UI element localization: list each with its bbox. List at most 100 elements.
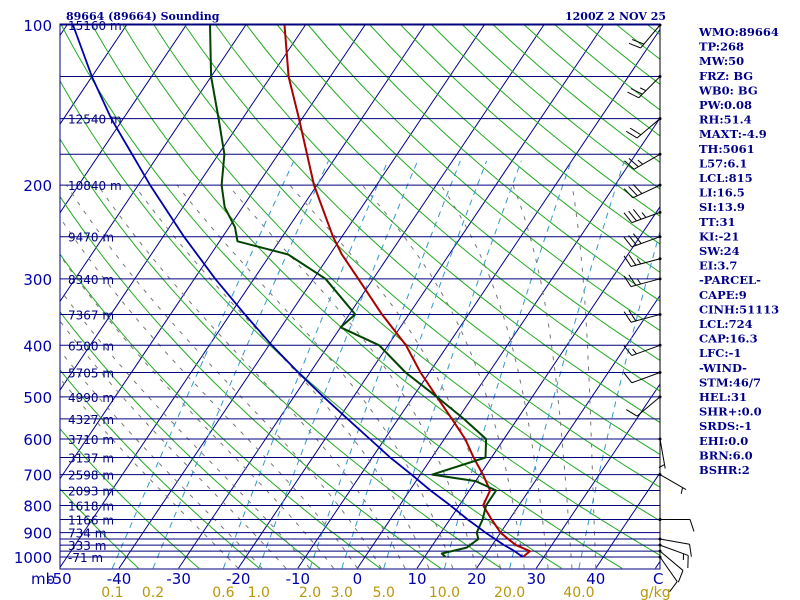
temperature-axis: -50 -40 -30 -20 -10 0 10 20 30 40	[47, 570, 605, 588]
wind-barb	[623, 233, 662, 248]
pressure-tick-label: 700	[23, 467, 52, 485]
height-label: 333 m	[68, 539, 106, 553]
index-entry: LI:16.5	[699, 186, 745, 200]
wind-barb	[624, 152, 662, 170]
height-label: 4990 m	[68, 391, 114, 405]
index-entry: MW:50	[699, 54, 744, 68]
height-label: 6500 m	[68, 339, 114, 353]
isotherm-line	[476, 294, 660, 569]
wind-barb	[658, 555, 678, 593]
wind-barb	[625, 395, 662, 417]
isotherm-line	[60, 24, 426, 569]
moist-adiabat-line	[60, 216, 358, 569]
mixing-ratio-tick-label: 3.0	[331, 585, 353, 600]
index-entry: -PARCEL-	[699, 273, 761, 287]
temperature-tick-label: -10	[286, 570, 311, 588]
height-label: 2598 m	[68, 469, 114, 483]
mixing-ratio-tick-label: 0.1	[101, 585, 123, 600]
index-entry: SI:13.9	[699, 200, 745, 214]
pressure-tick-label: 100	[23, 17, 52, 35]
pressure-tick-label: 800	[23, 497, 52, 515]
moist-adiabat-line	[571, 185, 597, 569]
wind-barb	[658, 543, 689, 569]
mixing-ratio-unit-label: g/kg	[640, 585, 671, 600]
index-entry: BRN:6.0	[699, 448, 753, 462]
wind-barb	[625, 117, 662, 139]
isobars-group	[60, 24, 660, 558]
mixing-ratio-line	[383, 160, 522, 569]
dewpoint-profile	[209, 24, 498, 558]
height-label: 1618 m	[68, 499, 114, 513]
pressure-tick-label: 400	[23, 337, 52, 355]
isotherm-line	[237, 24, 604, 569]
temperature-unit-label: C	[653, 570, 663, 588]
mixing-ratio-line	[444, 160, 572, 569]
mixing-ratio-tick-label: 2.0	[299, 585, 321, 600]
wind-barb	[627, 75, 662, 99]
height-label: 7367 m	[68, 308, 114, 322]
dry-adiabat-line	[122, 24, 660, 522]
height-label: 5705 m	[68, 367, 114, 381]
moist-adiabat-line	[66, 184, 382, 569]
index-entry: TP:268	[699, 40, 744, 54]
dry-adiabat-line	[60, 24, 623, 569]
dry-adiabat-line	[277, 24, 660, 362]
index-entry: CINH:51113	[699, 302, 779, 316]
temperature-tick-label: 30	[527, 570, 546, 588]
height-label: 15160 m	[68, 19, 122, 33]
wind-barb	[623, 274, 662, 288]
moist-adiabat-line	[289, 184, 501, 569]
moist-adiabat-line	[361, 184, 525, 569]
mixing-ratio-line	[578, 229, 660, 569]
sounding-time: 1200Z 2 NOV 25	[565, 10, 666, 23]
wind-barb	[623, 310, 662, 323]
index-entry: SW:24	[699, 244, 740, 258]
index-entry: CAPE:9	[699, 288, 747, 302]
height-label: 8340 m	[68, 273, 114, 287]
index-entry: HEL:31	[699, 390, 747, 404]
wind-barb	[658, 437, 666, 469]
moist-adiabat-line	[227, 184, 478, 569]
dry-adiabat-line	[60, 310, 321, 569]
wind-barb	[623, 343, 662, 357]
sounding-title: 89664 (89664) Sounding	[66, 10, 220, 23]
mixing-ratio-line	[509, 160, 625, 569]
isotherm-line	[60, 24, 247, 303]
mixing-ratio-line	[258, 160, 419, 569]
temperature-tick-label: 0	[353, 570, 363, 588]
mixing-ratio-tick-label: 10.0	[429, 585, 460, 600]
temperature-tick-label: 40	[586, 570, 605, 588]
wind-barb	[658, 549, 684, 583]
isotherm-line	[357, 117, 660, 569]
isotherm-line	[60, 24, 187, 214]
isotherm-line	[178, 24, 545, 569]
index-entry: LFC:-1	[699, 346, 741, 360]
mixing-ratio-line	[341, 160, 488, 569]
index-entry: TH:5061	[699, 142, 755, 156]
index-entry: TT:31	[699, 215, 736, 229]
wind-barb	[658, 517, 695, 532]
moist-adiabat-line	[60, 377, 239, 569]
pressure-tick-label: 900	[23, 525, 52, 543]
height-label: 2093 m	[68, 485, 114, 499]
dry-adiabat-line	[60, 138, 502, 569]
height-label: 3137 m	[68, 451, 114, 465]
dry-adiabat-line	[60, 487, 139, 569]
index-entry: PW:0.08	[699, 98, 752, 112]
index-entry: WB0: BG	[698, 83, 758, 97]
index-entry: L57:6.1	[699, 156, 747, 170]
moist-adiabat-line	[512, 184, 573, 569]
moist-adiabat-line	[60, 349, 263, 569]
mixing-ratio-tick-label: 40.0	[563, 585, 594, 600]
pressure-axis: 100 200 300 400 500 600 700 800 900 1000	[14, 17, 52, 567]
index-entry: LCL:724	[699, 317, 753, 331]
parcel-path	[72, 24, 524, 558]
isotherm-line	[60, 24, 306, 391]
mixing-ratio-tick-label: 0.6	[212, 585, 234, 600]
index-entry: BSHR:2	[699, 463, 750, 477]
height-labels-group: 15160 m 12540 m 10840 m 9470 m 8340 m 7367 m 6…	[68, 19, 122, 565]
temperature-tick-label: -30	[166, 570, 191, 588]
dry-adiabat-line	[246, 24, 660, 392]
